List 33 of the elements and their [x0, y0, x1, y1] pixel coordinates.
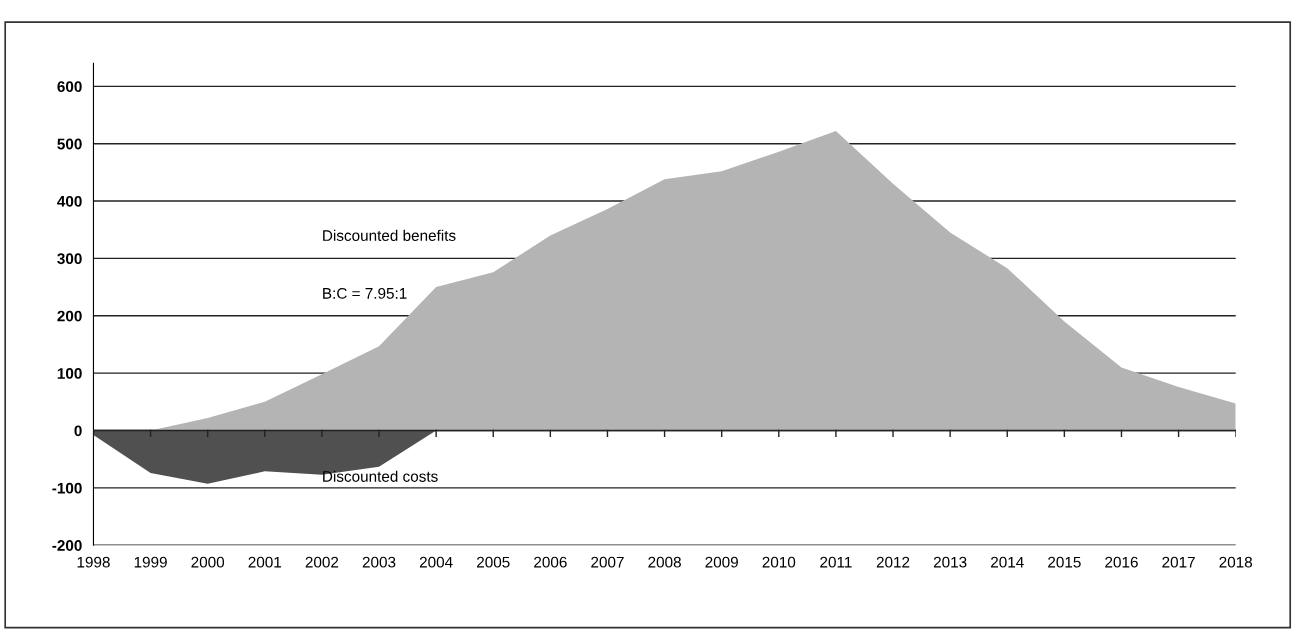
- y-tick-label: 300: [57, 253, 82, 265]
- x-tick-label: 2007: [591, 556, 624, 568]
- x-tick-label: 2008: [648, 556, 681, 568]
- x-tick-label: 2010: [762, 556, 796, 568]
- x-tick-label: 2002: [305, 556, 339, 568]
- x-tick-label: 2017: [1162, 556, 1195, 568]
- x-tick-label: 1999: [134, 556, 167, 568]
- x-tick-label: 2004: [419, 556, 453, 568]
- x-tick-label: 2001: [248, 556, 282, 568]
- y-tick-label: 400: [57, 195, 82, 207]
- series-label: Discounted costs: [323, 470, 438, 482]
- x-tick-label: 2003: [362, 556, 396, 568]
- x-tick-label: 2011: [820, 556, 852, 568]
- y-tick-label: 600: [57, 81, 82, 93]
- y-tick-label: 100: [57, 368, 82, 379]
- x-tick-label: 2000: [191, 556, 225, 568]
- y-tick-label: -200: [52, 540, 82, 551]
- y-tick-label: 0: [74, 425, 82, 437]
- x-tick-label: 2015: [1048, 556, 1081, 568]
- x-tick-label: 2016: [1105, 556, 1138, 568]
- x-tick-label: 1998: [77, 556, 110, 568]
- x-tick-label: 2013: [933, 556, 967, 568]
- y-tick-label: 200: [57, 310, 82, 322]
- annotation: B:C = 7.95:1: [323, 287, 407, 299]
- x-tick-label: 2012: [876, 556, 910, 568]
- y-tick-label: 500: [57, 138, 82, 150]
- x-tick-label: 2014: [991, 556, 1024, 568]
- text: Discounted benefits: [323, 229, 456, 241]
- x-tick-label: 2009: [705, 556, 738, 568]
- x-tick-label: 2018: [1219, 556, 1253, 568]
- y-tick-label: -100: [52, 482, 82, 494]
- x-tick-label: 2006: [534, 556, 567, 568]
- x-tick-label: 2005: [477, 556, 510, 568]
